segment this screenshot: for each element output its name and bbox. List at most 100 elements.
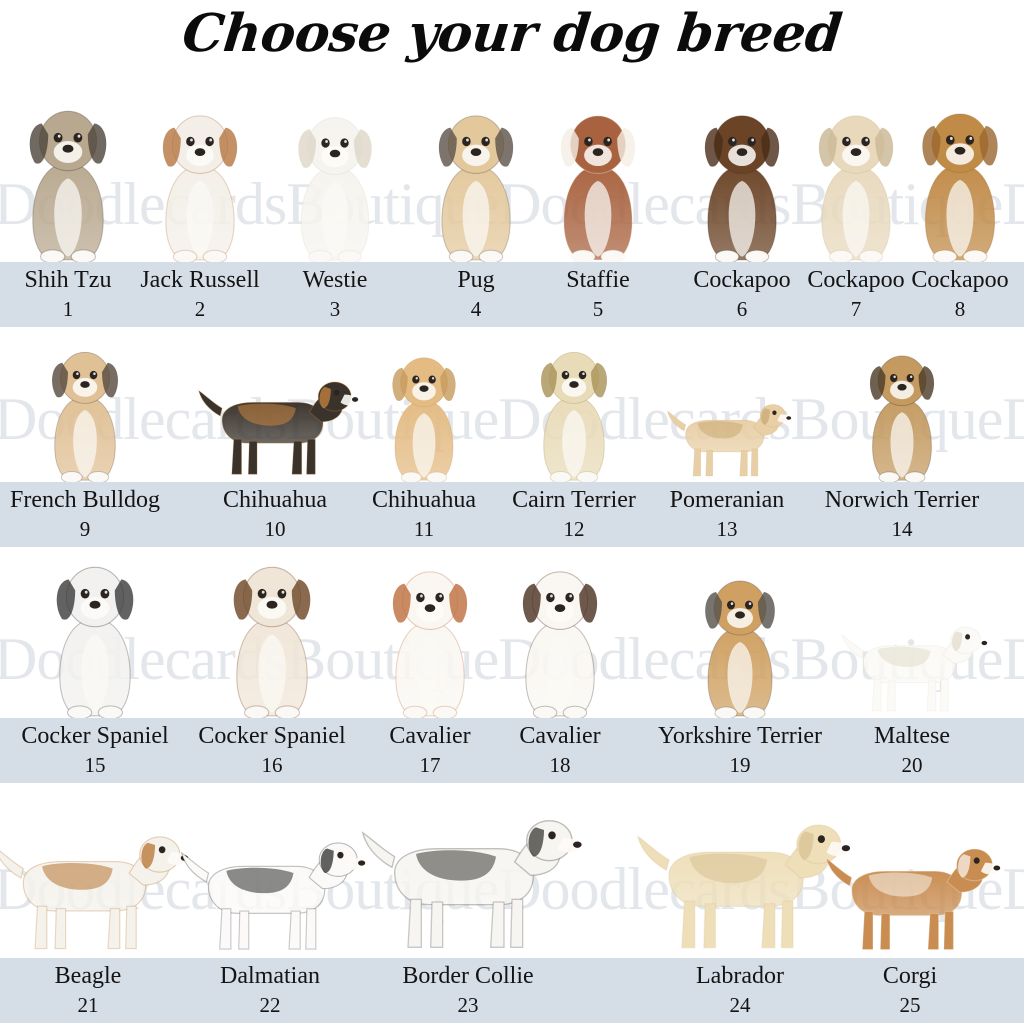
dog-illustration-3[interactable] bbox=[281, 104, 389, 264]
dog-illustration-18[interactable] bbox=[497, 558, 623, 720]
breed-number-2: 2 bbox=[194, 297, 206, 321]
breed-name-9: French Bulldog bbox=[10, 487, 160, 513]
dog-illustration-8[interactable] bbox=[901, 100, 1019, 264]
breed-cell-22[interactable]: Dalmatian 22 bbox=[160, 960, 380, 1018]
breed-cell-1[interactable]: Shih Tzu 1 bbox=[0, 264, 178, 322]
breed-number-19: 19 bbox=[729, 753, 751, 777]
breed-name-25: Corgi bbox=[882, 963, 938, 989]
breed-name-12: Cairn Terrier bbox=[512, 487, 636, 513]
breed-name-19: Yorkshire Terrier bbox=[657, 723, 823, 749]
dog-illustration-strip-2 bbox=[0, 330, 1024, 484]
breed-number-25: 25 bbox=[899, 993, 921, 1017]
breed-name-10: Chihuahua bbox=[223, 487, 327, 513]
breed-number-17: 17 bbox=[419, 753, 441, 777]
breed-name-14: Norwich Terrier bbox=[824, 487, 980, 513]
page-title: Choose your dog breed bbox=[179, 3, 845, 64]
label-band-row-2: French Bulldog 9 Chihuahua 10 Chihuahua 11 Cai… bbox=[0, 482, 1024, 547]
dog-illustration-17[interactable] bbox=[367, 558, 493, 720]
breed-cell-13[interactable]: Pomeranian 13 bbox=[617, 484, 837, 542]
breed-cell-20[interactable]: Maltese 20 bbox=[802, 720, 1022, 778]
breed-name-23: Border Collie bbox=[402, 963, 534, 989]
breed-name-1: Shih Tzu bbox=[24, 267, 112, 293]
breed-number-16: 16 bbox=[261, 753, 283, 777]
dog-illustration-10[interactable] bbox=[193, 350, 358, 482]
breed-number-13: 13 bbox=[716, 517, 738, 541]
dog-illustration-5[interactable] bbox=[538, 102, 658, 264]
breed-name-21: Beagle bbox=[54, 963, 122, 989]
dog-illustration-22[interactable] bbox=[175, 803, 366, 958]
breed-cell-23[interactable]: Border Collie 23 bbox=[358, 960, 578, 1018]
label-band-row-4: Beagle 21 Dalmatian 22 Border Collie 23 Labrad… bbox=[0, 958, 1024, 1023]
dog-illustration-6[interactable] bbox=[678, 102, 806, 264]
dog-illustration-2[interactable] bbox=[140, 102, 260, 264]
dog-illustration-7[interactable] bbox=[794, 102, 918, 264]
breed-name-6: Cockapoo bbox=[693, 267, 791, 293]
breed-number-12: 12 bbox=[563, 517, 585, 541]
breed-name-13: Pomeranian bbox=[669, 487, 785, 513]
breed-cell-11[interactable]: Chihuahua 11 bbox=[314, 484, 534, 542]
breed-cell-5[interactable]: Staffie 5 bbox=[488, 264, 708, 322]
breed-name-20: Maltese bbox=[874, 723, 950, 749]
breed-name-3: Westie bbox=[302, 267, 368, 293]
dog-illustration-11[interactable] bbox=[370, 346, 478, 484]
breed-number-1: 1 bbox=[62, 297, 74, 321]
breed-cell-9[interactable]: French Bulldog 9 bbox=[0, 484, 195, 542]
breed-cell-21[interactable]: Beagle 21 bbox=[0, 960, 198, 1018]
dog-illustration-strip-4 bbox=[0, 785, 1024, 958]
breed-cell-15[interactable]: Cocker Spaniel 15 bbox=[0, 720, 205, 778]
breed-name-2: Jack Russell bbox=[140, 267, 260, 293]
breed-cell-7[interactable]: Cockapoo 7 bbox=[746, 264, 966, 322]
breed-number-24: 24 bbox=[729, 993, 751, 1017]
breed-cell-8[interactable]: Cockapoo 8 bbox=[850, 264, 1024, 322]
breed-name-7: Cockapoo bbox=[807, 267, 905, 293]
label-band-row-3: Cocker Spaniel 15 Cocker Spaniel 16 Cavalier… bbox=[0, 718, 1024, 783]
breed-number-20: 20 bbox=[901, 753, 923, 777]
breed-cell-18[interactable]: Cavalier 18 bbox=[450, 720, 670, 778]
dog-illustration-4[interactable] bbox=[416, 102, 536, 264]
breed-cell-14[interactable]: Norwich Terrier 14 bbox=[792, 484, 1012, 542]
breed-number-22: 22 bbox=[259, 993, 281, 1017]
breed-cell-10[interactable]: Chihuahua 10 bbox=[165, 484, 385, 542]
breed-cell-6[interactable]: Cockapoo 6 bbox=[632, 264, 852, 322]
dog-illustration-16[interactable] bbox=[212, 553, 332, 720]
breed-number-23: 23 bbox=[457, 993, 479, 1017]
breed-number-18: 18 bbox=[549, 753, 571, 777]
dog-illustration-14[interactable] bbox=[847, 344, 957, 484]
breed-cell-19[interactable]: Yorkshire Terrier 19 bbox=[630, 720, 850, 778]
breed-cell-17[interactable]: Cavalier 17 bbox=[320, 720, 540, 778]
dog-illustration-12[interactable] bbox=[521, 340, 627, 484]
breed-name-18: Cavalier bbox=[519, 723, 601, 749]
breed-number-3: 3 bbox=[329, 297, 341, 321]
breed-number-11: 11 bbox=[413, 517, 435, 541]
dog-illustration-9[interactable] bbox=[20, 340, 150, 484]
dog-illustration-15[interactable] bbox=[35, 553, 155, 720]
dog-illustration-strip-1 bbox=[0, 88, 1024, 264]
dog-illustration-21[interactable] bbox=[0, 798, 189, 958]
dog-illustration-24[interactable] bbox=[615, 803, 865, 958]
breed-number-7: 7 bbox=[850, 297, 862, 321]
breed-cell-16[interactable]: Cocker Spaniel 16 bbox=[162, 720, 382, 778]
breed-cell-4[interactable]: Pug 4 bbox=[366, 264, 586, 322]
breed-name-8: Cockapoo bbox=[911, 267, 1009, 293]
breed-cell-12[interactable]: Cairn Terrier 12 bbox=[464, 484, 684, 542]
breed-name-15: Cocker Spaniel bbox=[21, 723, 169, 749]
breed-name-22: Dalmatian bbox=[220, 963, 320, 989]
breed-name-5: Staffie bbox=[566, 267, 630, 293]
breed-number-10: 10 bbox=[264, 517, 286, 541]
breed-number-14: 14 bbox=[891, 517, 913, 541]
dog-illustration-1[interactable] bbox=[13, 97, 123, 264]
dog-illustration-20[interactable] bbox=[837, 578, 988, 718]
breed-cell-24[interactable]: Labrador 24 bbox=[630, 960, 850, 1018]
dog-illustration-25[interactable] bbox=[820, 818, 1001, 958]
breed-number-6: 6 bbox=[736, 297, 748, 321]
breed-name-4: Pug bbox=[457, 267, 495, 293]
breed-cell-25[interactable]: Corgi 25 bbox=[800, 960, 1020, 1018]
breed-cell-3[interactable]: Westie 3 bbox=[225, 264, 445, 322]
dog-illustration-13[interactable] bbox=[663, 352, 792, 482]
breed-cell-2[interactable]: Jack Russell 2 bbox=[90, 264, 310, 322]
breed-number-4: 4 bbox=[470, 297, 482, 321]
dog-illustration-23[interactable] bbox=[353, 798, 583, 958]
dog-illustration-strip-3 bbox=[0, 548, 1024, 720]
dog-illustration-19[interactable] bbox=[690, 566, 790, 720]
